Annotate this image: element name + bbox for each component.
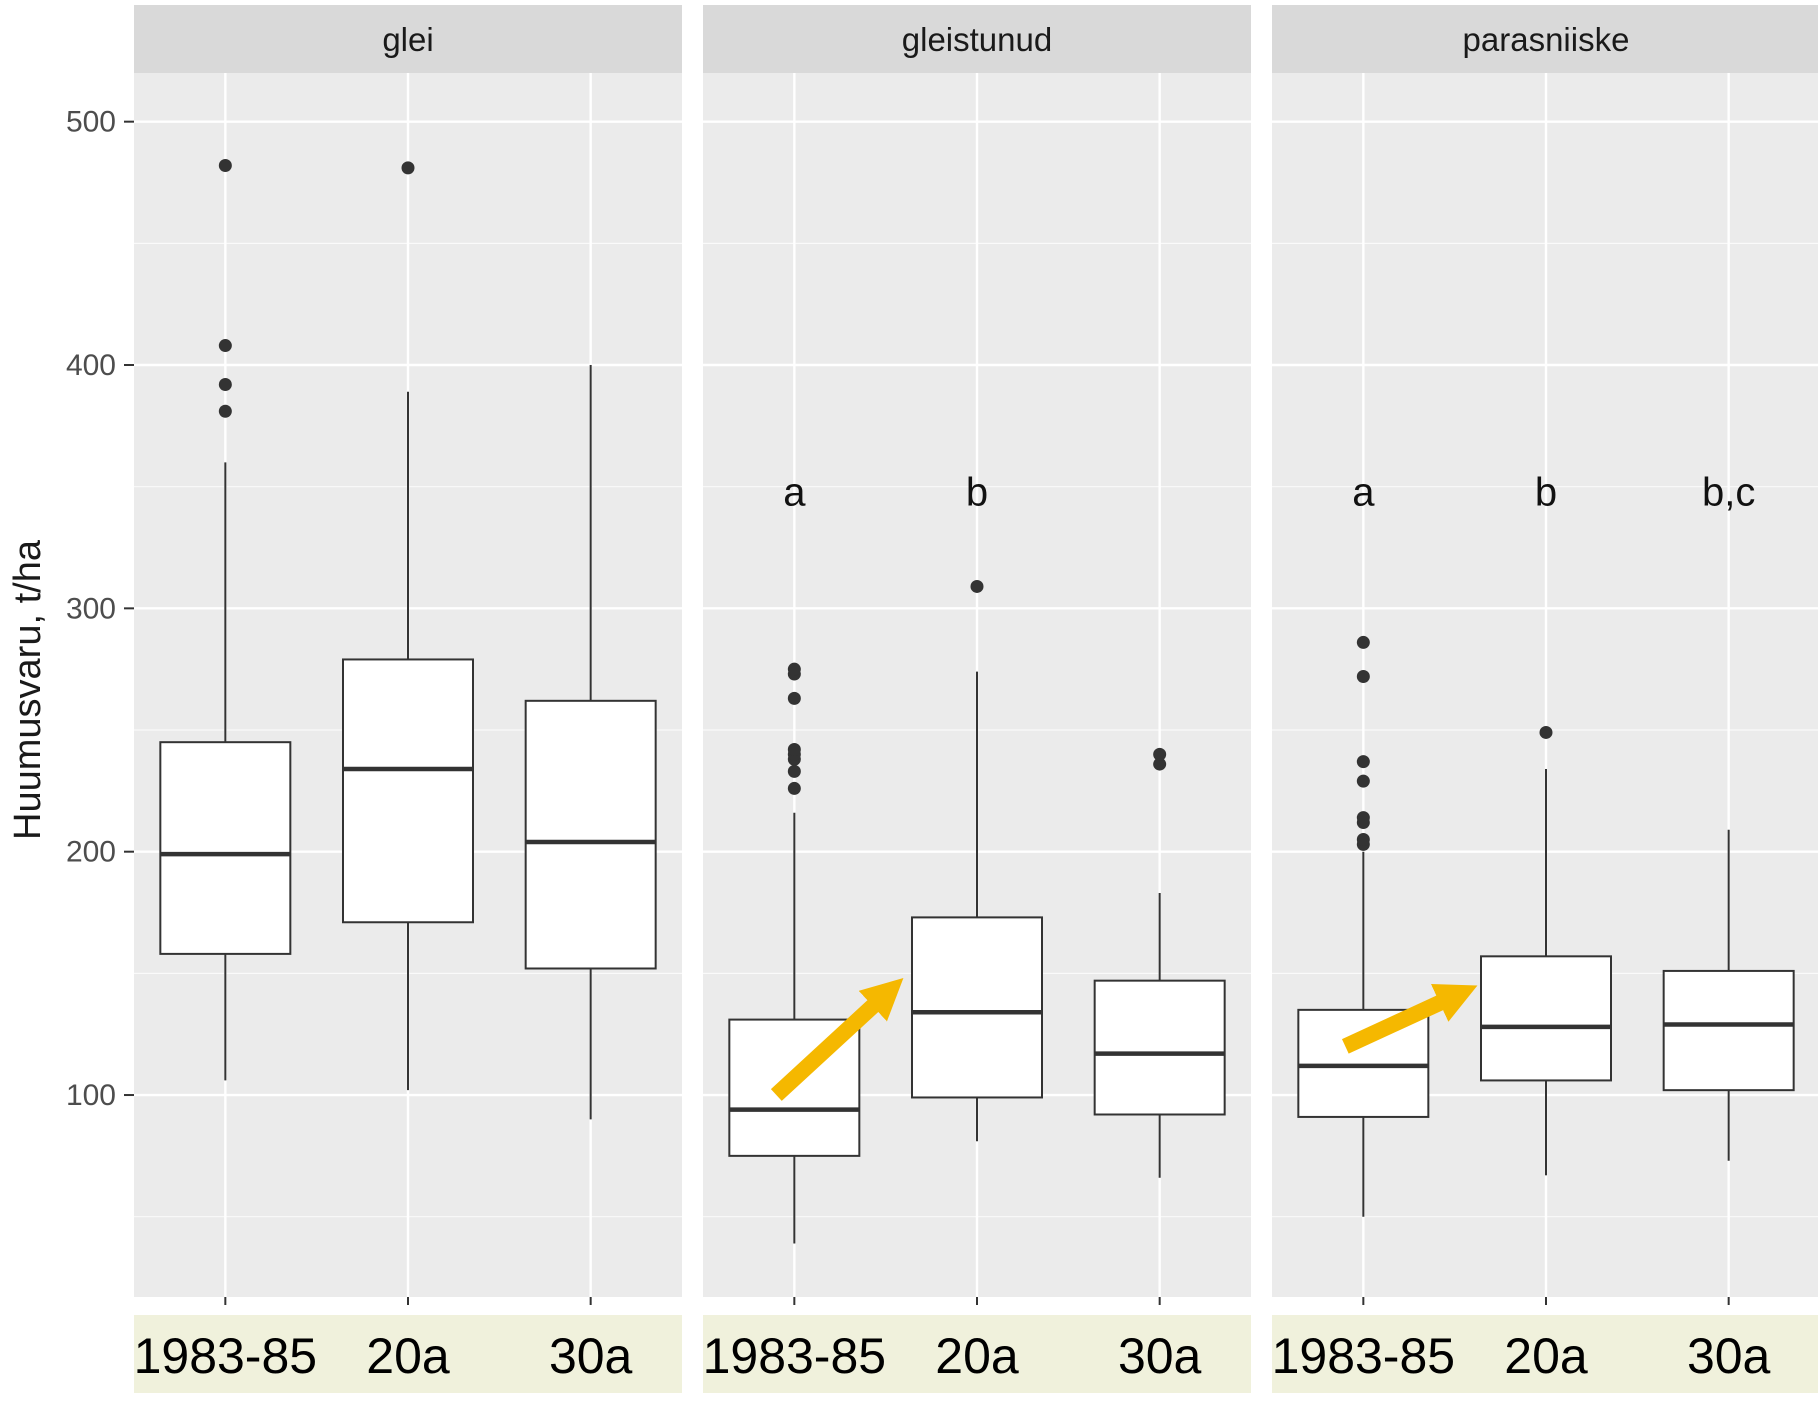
outlier-point (787, 764, 801, 778)
outlier-point (787, 742, 801, 756)
panel-strip (703, 5, 1251, 73)
x-category-label: 30a (549, 1328, 633, 1384)
panel-strip-label: parasniiske (1463, 21, 1630, 58)
significance-letter: a (1352, 471, 1375, 515)
significance-letter: a (783, 471, 806, 515)
y-tick-label: 500 (66, 106, 116, 139)
box-iqr (911, 916, 1043, 1099)
outlier-point (1356, 811, 1370, 825)
outlier-point (1539, 725, 1553, 739)
box-iqr (159, 741, 292, 955)
x-category-label: 20a (935, 1328, 1019, 1384)
outlier-point (1153, 757, 1167, 771)
outlier-point (218, 158, 232, 172)
outlier-point (1153, 747, 1167, 761)
category-label-band (703, 1315, 1251, 1393)
y-axis-label: Huumusvaru, t/ha (7, 539, 49, 840)
panel-strip-label: glei (382, 21, 433, 58)
highlight-arrow (1341, 984, 1478, 1054)
x-category-label: 30a (1687, 1328, 1771, 1384)
outlier-point (218, 377, 232, 391)
significance-letter: b,c (1702, 471, 1755, 515)
category-label-band (134, 1315, 682, 1393)
y-tick-label: 100 (66, 1079, 116, 1112)
significance-letter: b (1535, 471, 1557, 515)
panel-strip (1272, 5, 1818, 73)
outlier-point (970, 579, 984, 593)
outlier-point (218, 339, 232, 353)
x-category-label: 20a (366, 1328, 450, 1384)
y-tick-label: 200 (66, 836, 116, 869)
outlier-point (218, 404, 232, 418)
outlier-point (1356, 833, 1370, 847)
outlier-point (401, 161, 415, 175)
box-iqr (1480, 955, 1612, 1082)
box-iqr (524, 699, 657, 970)
y-tick-label: 400 (66, 349, 116, 382)
x-category-label: 1983-85 (703, 1328, 887, 1384)
category-label-band (1272, 1315, 1818, 1393)
highlight-arrow (770, 977, 904, 1101)
box-iqr (342, 658, 474, 924)
outlier-point (1356, 774, 1370, 788)
box-iqr (1297, 1008, 1430, 1118)
x-category-label: 30a (1118, 1328, 1202, 1384)
y-tick-label: 300 (66, 592, 116, 625)
box-iqr (1093, 979, 1226, 1116)
significance-letter: b (966, 471, 988, 515)
outlier-point (787, 781, 801, 795)
box-iqr (1662, 969, 1795, 1092)
outlier-point (1356, 635, 1370, 649)
panel-strip (134, 5, 682, 73)
outlier-point (787, 691, 801, 705)
outlier-point (787, 662, 801, 676)
x-category-label: 20a (1504, 1328, 1588, 1384)
panel-strip-label: gleistunud (902, 21, 1052, 58)
outlier-point (1356, 669, 1370, 683)
outlier-point (1356, 755, 1370, 769)
x-category-label: 1983-85 (134, 1328, 318, 1384)
x-category-label: 1983-85 (1272, 1328, 1456, 1384)
